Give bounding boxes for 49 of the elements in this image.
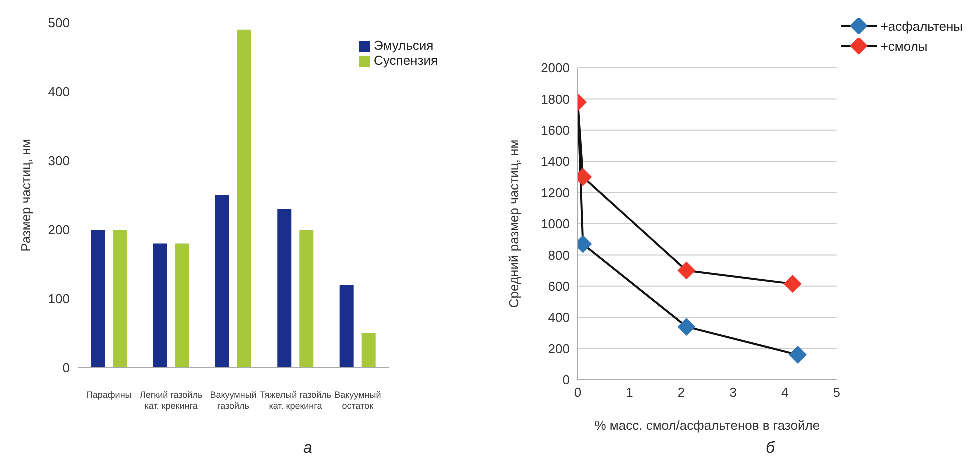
x-axis-title: % масс. смол/асфальтенов в газойле [594, 418, 820, 433]
x-tick-label: 2 [678, 385, 686, 400]
bar [215, 196, 230, 368]
bar [237, 30, 252, 368]
x-tick-label: Парафины [86, 390, 132, 400]
point [678, 318, 696, 336]
bar [278, 209, 292, 368]
point [789, 346, 808, 364]
y-tick-label: 500 [48, 16, 70, 31]
y-tick-label: 1000 [541, 216, 570, 232]
bar [91, 230, 105, 368]
y-tick-label: 0 [562, 372, 570, 388]
y-tick-label: 1800 [541, 92, 570, 107]
y-tick-label: 300 [48, 154, 70, 169]
legend-label: Эмульсия [374, 38, 434, 53]
x-tick-label: 3 [730, 385, 737, 400]
y-tick-label: 1200 [541, 185, 570, 200]
y-tick-label: 200 [548, 341, 570, 356]
bar [300, 230, 314, 368]
x-tick-label: 0 [574, 385, 582, 400]
bar [175, 244, 190, 368]
y-tick-label: 400 [48, 84, 70, 100]
x-tick-label: 1 [626, 385, 634, 400]
x-tick-label: 5 [833, 385, 840, 400]
bar [340, 285, 354, 368]
y-tick-label: 2000 [541, 60, 570, 76]
bar [362, 334, 376, 368]
text: а [302, 440, 314, 458]
legend-label: Суспензия [374, 53, 438, 68]
legend-label: +смолы [880, 38, 928, 54]
legend-label: +асфальтены [880, 18, 963, 34]
y-tick-label: 600 [548, 279, 570, 294]
y-tick-label: 400 [548, 310, 570, 326]
y-tick-label: 800 [548, 248, 570, 263]
text: б [765, 440, 776, 458]
y-tick-label: 0 [62, 360, 70, 376]
x-tick-label: Вакуумный остаток [334, 390, 382, 411]
bar [153, 244, 168, 368]
y-axis-title: Размер частиц, нм [18, 139, 34, 252]
x-tick-label: Тяжелый газойль кат. крекинга [260, 390, 332, 411]
y-tick-label: 200 [48, 222, 70, 238]
y-tick-label: 100 [48, 292, 70, 307]
bar [113, 230, 127, 368]
x-tick-label: 4 [781, 385, 789, 400]
y-tick-label: 1400 [541, 154, 570, 170]
y-axis-title: Средний размер частиц, нм [506, 140, 522, 308]
x-tick-label: Легкий газойль кат. крекинга [140, 390, 203, 411]
y-tick-label: 1600 [541, 123, 570, 138]
x-tick-label: Вакуумный газойль [210, 390, 257, 411]
